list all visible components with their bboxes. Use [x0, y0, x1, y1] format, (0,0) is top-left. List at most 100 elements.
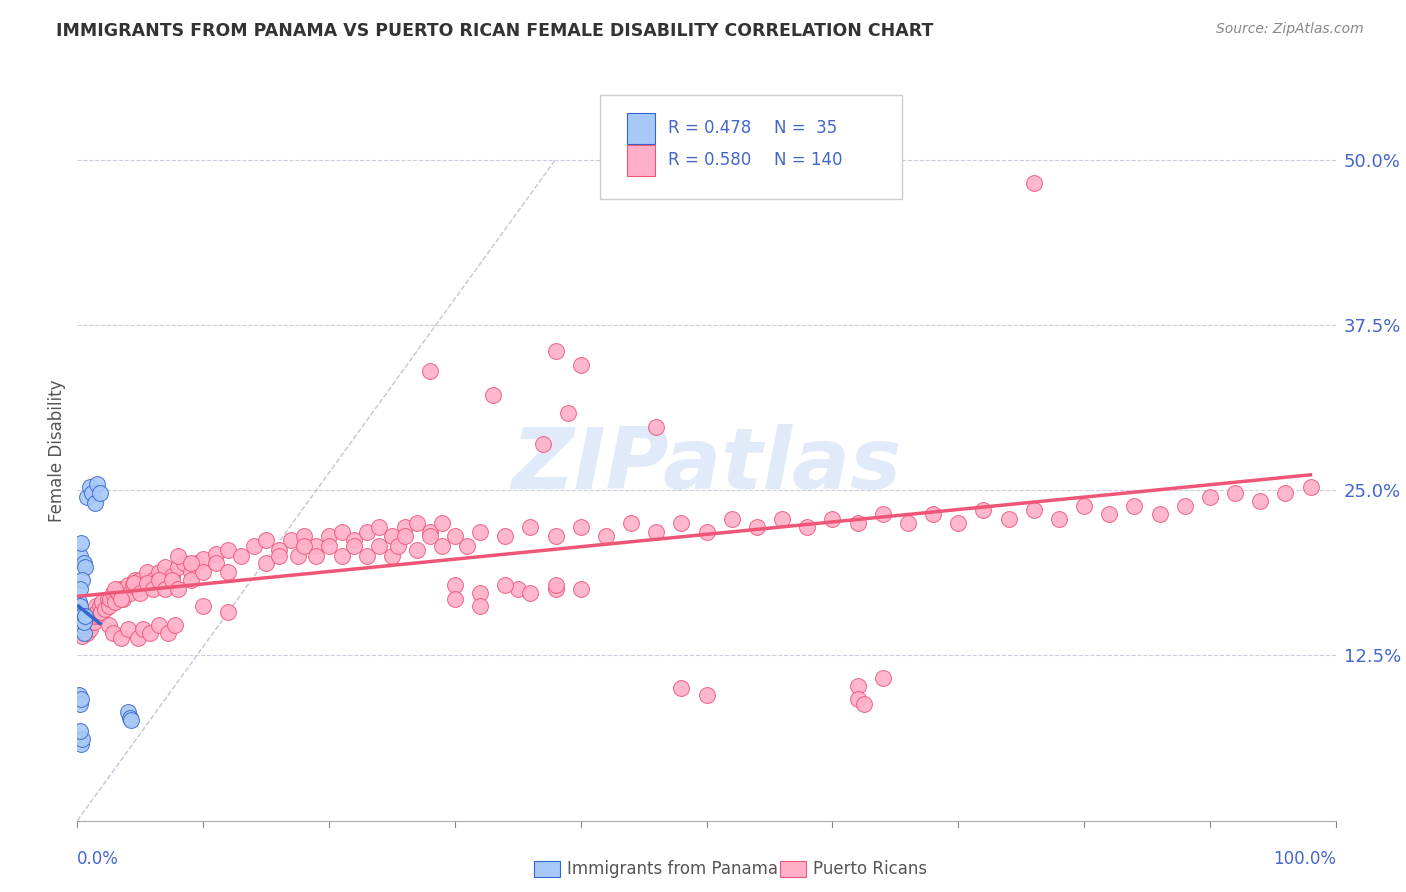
Point — [305, 549, 328, 564]
Point — [83, 615, 105, 630]
Point — [72, 618, 94, 632]
Point — [173, 556, 195, 570]
Point — [846, 679, 869, 693]
Point — [519, 520, 541, 534]
Point — [318, 529, 340, 543]
Point — [305, 539, 328, 553]
Point — [569, 582, 592, 597]
Text: R = 0.478: R = 0.478 — [668, 120, 751, 137]
Point — [67, 605, 90, 619]
Text: Source: ZipAtlas.com: Source: ZipAtlas.com — [1216, 22, 1364, 37]
Point — [69, 613, 91, 627]
Point — [557, 407, 579, 421]
Point — [569, 520, 592, 534]
Point — [1047, 512, 1070, 526]
Point — [796, 520, 818, 534]
Point — [114, 582, 136, 597]
Point — [997, 512, 1019, 526]
Point — [120, 710, 142, 724]
Point — [204, 556, 226, 570]
Point — [80, 615, 103, 630]
Point — [79, 622, 101, 636]
Point — [75, 622, 97, 636]
Point — [1299, 481, 1322, 495]
Point — [79, 613, 101, 627]
Point — [84, 608, 107, 623]
Point — [671, 681, 693, 696]
Text: 100.0%: 100.0% — [1272, 850, 1336, 868]
Point — [135, 575, 157, 590]
Point — [82, 485, 104, 500]
Point — [381, 529, 404, 543]
Point — [356, 525, 378, 540]
Point — [117, 578, 139, 592]
Text: ZIPatlas: ZIPatlas — [512, 424, 901, 507]
Point — [696, 525, 718, 540]
Point — [180, 573, 202, 587]
Point — [180, 556, 202, 570]
Point — [67, 605, 90, 619]
Point — [846, 516, 869, 531]
Point — [120, 713, 142, 727]
Point — [531, 437, 554, 451]
Point — [121, 578, 143, 592]
Point — [122, 575, 145, 590]
Point — [79, 481, 101, 495]
Point — [1249, 493, 1271, 508]
Point — [73, 608, 96, 623]
Point — [104, 595, 127, 609]
Point — [368, 539, 391, 553]
Point — [872, 671, 894, 685]
Point — [67, 688, 90, 702]
Point — [72, 613, 94, 627]
Point — [254, 533, 277, 548]
Point — [142, 573, 165, 587]
Y-axis label: Female Disability: Female Disability — [48, 379, 66, 522]
Point — [922, 507, 945, 521]
Point — [91, 595, 114, 609]
Point — [69, 599, 91, 614]
Point — [98, 591, 121, 606]
Point — [419, 529, 441, 543]
Point — [84, 599, 107, 614]
Point — [544, 578, 567, 592]
Point — [155, 582, 177, 597]
Point — [72, 731, 94, 746]
Point — [595, 529, 617, 543]
Point — [84, 496, 107, 510]
Point — [569, 358, 592, 372]
Point — [1174, 499, 1197, 513]
Point — [456, 539, 478, 553]
Point — [745, 520, 768, 534]
Point — [155, 559, 177, 574]
Point — [77, 618, 100, 632]
Point — [94, 602, 117, 616]
Point — [117, 705, 139, 719]
Point — [89, 599, 111, 614]
Point — [73, 559, 96, 574]
Point — [343, 539, 366, 553]
Text: N = 140: N = 140 — [775, 152, 844, 169]
FancyBboxPatch shape — [627, 145, 655, 176]
Point — [160, 573, 183, 587]
Point — [267, 542, 290, 557]
Point — [419, 364, 441, 378]
Point — [89, 485, 111, 500]
Point — [191, 599, 215, 614]
Point — [70, 622, 93, 636]
Point — [69, 549, 91, 564]
Point — [72, 573, 94, 587]
Point — [132, 622, 155, 636]
Text: 0.0%: 0.0% — [77, 850, 120, 868]
Point — [217, 565, 239, 579]
Point — [191, 565, 215, 579]
Point — [67, 618, 90, 632]
Point — [72, 626, 94, 640]
Point — [217, 605, 239, 619]
Point — [287, 549, 309, 564]
Point — [135, 565, 157, 579]
Point — [1198, 490, 1220, 504]
Point — [432, 539, 454, 553]
Point — [1022, 503, 1045, 517]
Point — [101, 626, 124, 640]
